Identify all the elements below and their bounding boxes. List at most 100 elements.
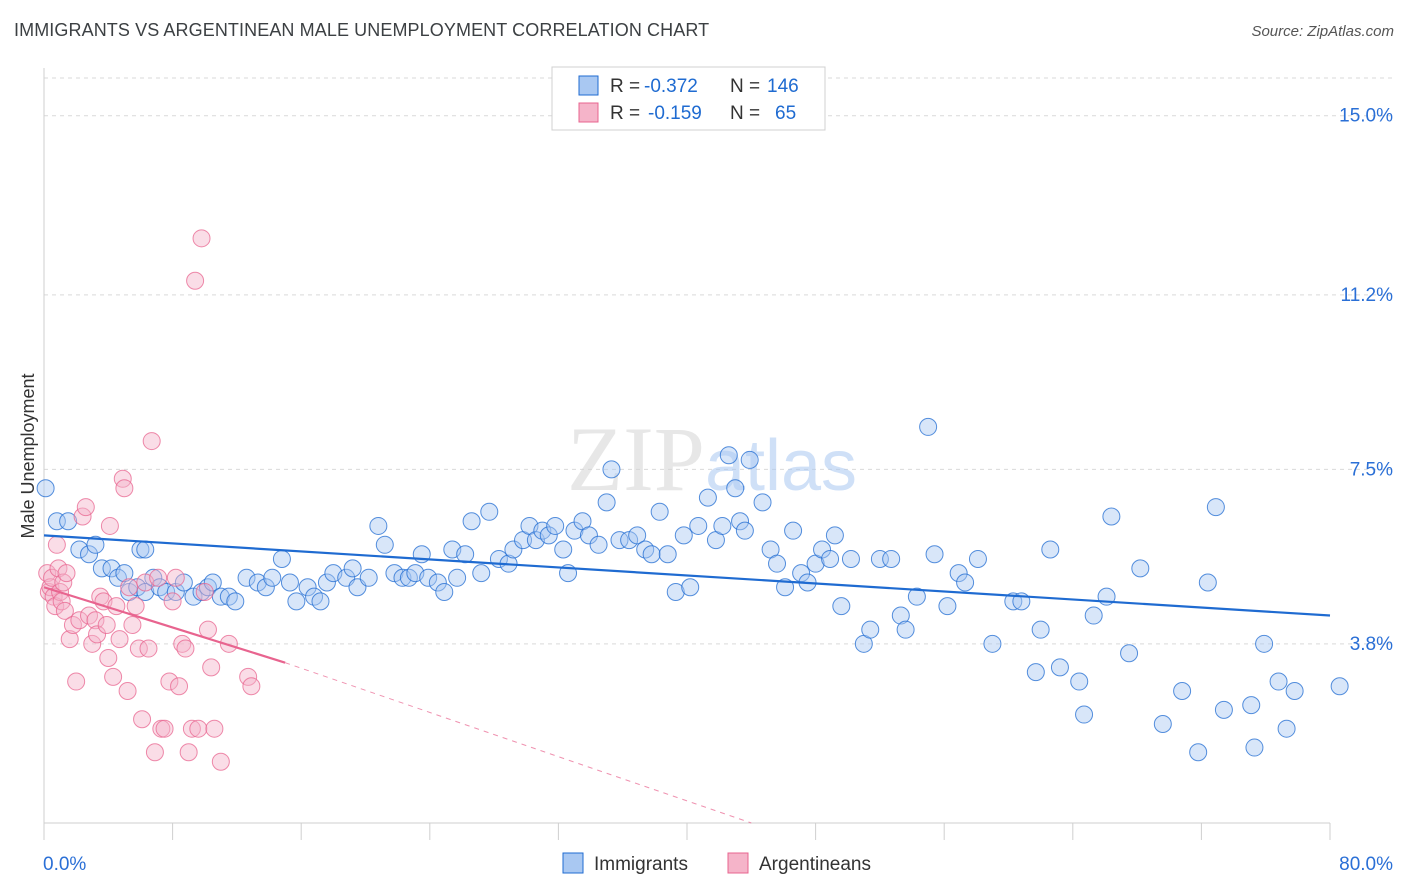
argentineans-point: [219, 634, 238, 653]
immigrants-point: [359, 568, 378, 587]
legend-r-value-0: -0.372: [644, 76, 698, 97]
argentineans-point: [155, 719, 174, 738]
immigrants-point: [419, 568, 438, 587]
legend-swatch-argentineans: [578, 102, 599, 123]
immigrants-point: [456, 545, 475, 564]
immigrants-point: [726, 479, 745, 498]
immigrants-point: [610, 531, 629, 550]
immigrants-point: [375, 535, 394, 554]
immigrants-point: [776, 578, 795, 597]
immigrants-point: [1198, 573, 1217, 592]
immigrants-point: [311, 592, 330, 611]
argentineans-point: [133, 710, 152, 729]
argentineans-point: [189, 719, 208, 738]
immigrants-point: [719, 446, 738, 465]
immigrants-point: [956, 573, 975, 592]
argentineans-point: [186, 271, 205, 290]
immigrants-point: [628, 526, 647, 545]
argentineans-point: [97, 615, 116, 634]
argentineans-point: [63, 615, 82, 634]
watermark-atlas: atlas: [705, 426, 857, 506]
immigrants-point: [968, 549, 987, 568]
argentineans-point: [192, 229, 211, 248]
immigrants-point: [681, 578, 700, 597]
argentineans-point: [104, 667, 123, 686]
immigrants-point: [256, 578, 275, 597]
immigrants-point: [841, 549, 860, 568]
argentineans-point: [55, 601, 74, 620]
watermark-zip: ZIP: [567, 408, 705, 510]
immigrants-point: [768, 554, 787, 573]
immigrants-point: [448, 568, 467, 587]
immigrants-point: [1173, 681, 1192, 700]
immigrants-point: [861, 620, 880, 639]
argentineans-point: [173, 634, 192, 653]
immigrants-point: [1050, 658, 1069, 677]
argentineans-point: [205, 719, 224, 738]
immigrants-point: [226, 592, 245, 611]
argentineans-point: [202, 658, 221, 677]
argentineans-point: [115, 479, 134, 498]
immigrants-point: [280, 573, 299, 592]
immigrants-point: [658, 545, 677, 564]
argentineans-point: [54, 573, 73, 592]
immigrants-point: [1084, 606, 1103, 625]
points-layer: [36, 229, 1349, 771]
immigrants-point: [784, 521, 803, 540]
argentineans-point: [80, 606, 99, 625]
immigrants-point: [343, 559, 362, 578]
legend-n-label-1: N =: [730, 103, 760, 124]
x-tick-label-max: 80.0%: [1339, 854, 1393, 875]
immigrants-point: [1120, 644, 1139, 663]
immigrants-point: [891, 606, 910, 625]
argentineans-point: [60, 630, 79, 649]
argentineans-point: [126, 597, 145, 616]
legend-r-value-1: -0.159: [648, 103, 702, 124]
immigrants-point: [1214, 700, 1233, 719]
immigrants-point: [36, 479, 55, 498]
immigrants-point: [597, 493, 616, 512]
argentineans-point: [83, 634, 102, 653]
stats-legend: R = -0.372 N = 146 R = -0.159 N = 65: [551, 66, 826, 131]
argentineans-point: [170, 677, 189, 696]
immigrants-point: [369, 516, 388, 535]
immigrants-point: [832, 597, 851, 616]
argentineans-point: [160, 672, 179, 691]
axes-layer: [43, 68, 1331, 840]
immigrants-point: [480, 502, 499, 521]
x-tick-label-min: 0.0%: [43, 854, 86, 875]
argentineans-point: [145, 743, 164, 762]
immigrants-point: [821, 549, 840, 568]
immigrants-point: [698, 488, 717, 507]
argentineans-point: [129, 639, 148, 658]
immigrants-point: [689, 516, 708, 535]
argentineans-point: [123, 615, 142, 634]
immigrants-point: [59, 512, 78, 531]
immigrants-point: [287, 592, 306, 611]
immigrants-point: [1206, 498, 1225, 517]
trend-layer: [43, 534, 1331, 824]
immigrants-point: [472, 564, 491, 583]
immigrants-point: [602, 460, 621, 479]
argentineans-point: [166, 568, 185, 587]
immigrants-point: [1102, 507, 1121, 526]
immigrants-point: [554, 540, 573, 559]
immigrants-point: [753, 493, 772, 512]
immigrants-point: [92, 559, 111, 578]
immigrants-point: [1245, 738, 1264, 757]
immigrants-point: [949, 564, 968, 583]
y-axis-label: Male Unemployment: [18, 373, 38, 538]
bottom-legend: Immigrants Argentineans: [562, 852, 871, 875]
legend-n-label-0: N =: [730, 76, 760, 97]
argentineans-point: [76, 498, 95, 517]
immigrants-point: [399, 568, 418, 587]
immigrants-point: [1031, 620, 1050, 639]
bottom-legend-label-argentineans: Argentineans: [759, 854, 871, 875]
immigrants-point: [435, 582, 454, 601]
immigrants-point: [1070, 672, 1089, 691]
immigrants-point: [80, 545, 99, 564]
bottom-legend-swatch-immigrants: [562, 852, 584, 874]
immigrants-point: [1277, 719, 1296, 738]
labels-layer: 3.8% 7.5% 11.2% 15.0%: [1339, 106, 1393, 655]
